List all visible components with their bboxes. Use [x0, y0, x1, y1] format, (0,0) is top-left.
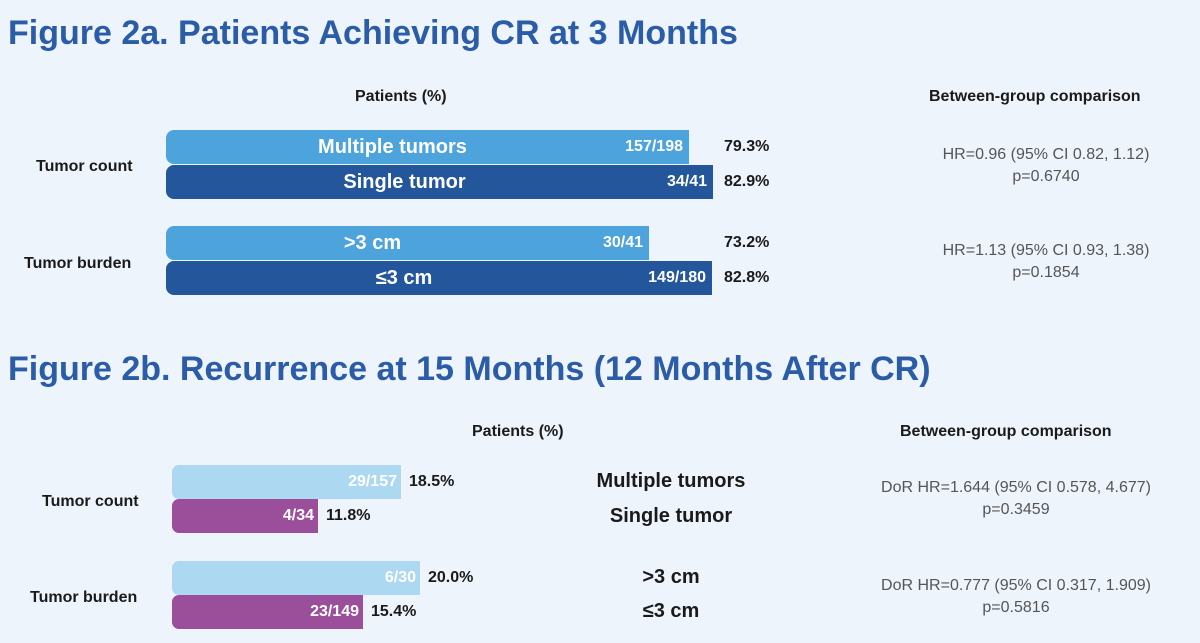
- figure-2b-comparison-tumor-count: DoR HR=1.644 (95% CI 0.578, 4.677) p=0.3…: [856, 477, 1176, 521]
- bar-value-label: 79.3%: [724, 138, 770, 155]
- figure-2b-category-gt3cm: >3 cm: [642, 566, 700, 588]
- bar-a-le3-cm: ≤3 cm 149/180: [166, 261, 712, 295]
- comparison-hr: DoR HR=1.644 (95% CI 0.578, 4.677): [881, 479, 1151, 496]
- bar-a-gt3-cm: >3 cm 30/41: [166, 226, 649, 260]
- bar-fraction-label: 23/149: [310, 603, 359, 620]
- bar-fraction-label: 149/180: [648, 269, 706, 286]
- figure-2a-x-header: Patients (%): [355, 88, 447, 105]
- bar-value-label: 20.0%: [428, 569, 474, 586]
- bar-value-label: 73.2%: [724, 234, 770, 251]
- figure-2a-title: Figure 2a. Patients Achieving CR at 3 Mo…: [8, 14, 738, 52]
- bar-category-label: Multiple tumors: [318, 136, 467, 158]
- comparison-p: p=0.3459: [982, 501, 1050, 518]
- figure-2b-category-multiple-tumors: Multiple tumors: [596, 470, 746, 492]
- bar-a-single-tumor: Single tumor 34/41: [166, 165, 713, 199]
- bar-category-label: Single tumor: [343, 171, 466, 193]
- bar-value-label: 82.9%: [724, 173, 770, 190]
- bar-value-label: 15.4%: [371, 603, 417, 620]
- figure-2a-group-label-tumor-count: Tumor count: [36, 158, 133, 175]
- bar-b-single-tumor: 4/34: [172, 499, 318, 533]
- figure-2b-comparison-tumor-burden: DoR HR=0.777 (95% CI 0.317, 1.909) p=0.5…: [856, 575, 1176, 619]
- figure-2a-comparison-tumor-count: HR=0.96 (95% CI 0.82, 1.12) p=0.6740: [886, 144, 1200, 188]
- bar-fraction-label: 4/34: [282, 507, 314, 524]
- figure-2b-comparison-header: Between-group comparison: [900, 423, 1112, 440]
- bar-value-label: 11.8%: [326, 507, 371, 524]
- bar-fraction-label: 29/157: [348, 473, 397, 490]
- bar-b-multiple-tumors: 29/157: [172, 465, 401, 499]
- bar-b-le3-cm: 23/149: [172, 595, 363, 629]
- figure-2a-group-label-tumor-burden: Tumor burden: [24, 255, 132, 272]
- figure-2b-group-label-tumor-count: Tumor count: [42, 493, 139, 510]
- bar-value-label: 82.8%: [724, 269, 770, 286]
- comparison-hr: DoR HR=0.777 (95% CI 0.317, 1.909): [881, 577, 1151, 594]
- figure-2b-title: Figure 2b. Recurrence at 15 Months (12 M…: [8, 350, 931, 388]
- comparison-hr: HR=1.13 (95% CI 0.93, 1.38): [942, 242, 1150, 259]
- bar-fraction-label: 30/41: [602, 234, 643, 251]
- bar-b-gt3-cm: 6/30: [172, 561, 420, 595]
- figure-2b-group-label-tumor-burden: Tumor burden: [30, 589, 138, 606]
- figure-2b-category-single-tumor: Single tumor: [609, 505, 733, 527]
- figure-2a-comparison-tumor-burden: HR=1.13 (95% CI 0.93, 1.38) p=0.1854: [886, 240, 1200, 284]
- comparison-p: p=0.1854: [1012, 264, 1080, 281]
- bar-fraction-label: 157/198: [625, 138, 683, 155]
- bar-a-multiple-tumors: Multiple tumors 157/198: [166, 130, 689, 164]
- bar-value-label: 18.5%: [409, 473, 455, 490]
- bar-fraction-label: 6/30: [384, 569, 416, 586]
- figure-2a-comparison-header: Between-group comparison: [929, 88, 1141, 105]
- bar-category-label: >3 cm: [343, 232, 402, 254]
- bar-fraction-label: 34/41: [666, 173, 707, 190]
- comparison-hr: HR=0.96 (95% CI 0.82, 1.12): [942, 146, 1150, 163]
- bar-category-label: ≤3 cm: [375, 267, 433, 289]
- figure-2b-category-le3cm: ≤3 cm: [642, 600, 700, 622]
- comparison-p: p=0.6740: [1012, 168, 1080, 185]
- comparison-p: p=0.5816: [982, 599, 1050, 616]
- figure-2b-x-header: Patients (%): [472, 423, 564, 440]
